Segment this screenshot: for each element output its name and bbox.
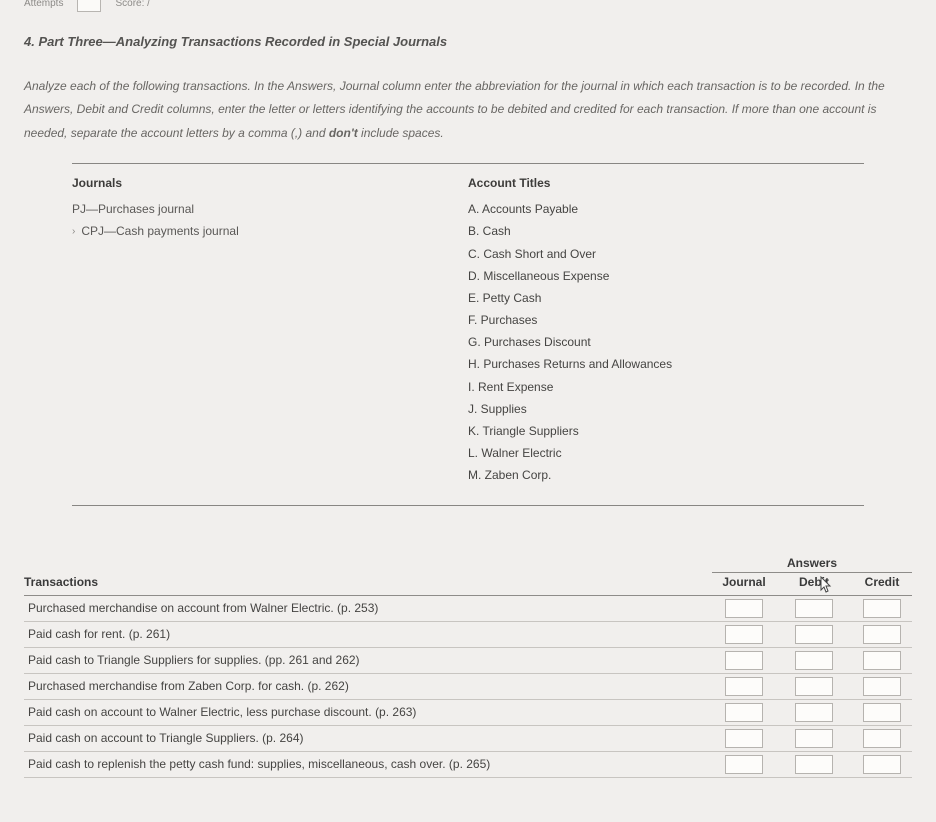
- caret-icon: ›: [72, 223, 75, 242]
- table-row: Paid cash to Triangle Suppliers for supp…: [24, 648, 912, 674]
- transaction-desc: Paid cash to replenish the petty cash fu…: [24, 757, 704, 771]
- journal-input[interactable]: [725, 729, 763, 748]
- account-item: K. Triangle Suppliers: [468, 420, 864, 442]
- attempts-box: [77, 0, 101, 12]
- table-row: Paid cash on account to Triangle Supplie…: [24, 726, 912, 752]
- table-row: Paid cash on account to Walner Electric,…: [24, 700, 912, 726]
- credit-input[interactable]: [863, 625, 901, 644]
- journal-input[interactable]: [725, 677, 763, 696]
- transaction-desc: Purchased merchandise on account from Wa…: [24, 601, 704, 615]
- account-item: H. Purchases Returns and Allowances: [468, 353, 864, 375]
- account-item: L. Walner Electric: [468, 442, 864, 464]
- journals-column: Journals PJ—Purchases journal ›CPJ—Cash …: [72, 176, 468, 486]
- col-transactions: Transactions: [24, 575, 704, 591]
- journal-item: PJ—Purchases journal: [72, 198, 468, 220]
- account-item: F. Purchases: [468, 309, 864, 331]
- journal-input[interactable]: [725, 651, 763, 670]
- debit-input[interactable]: [795, 755, 833, 774]
- credit-input[interactable]: [863, 599, 901, 618]
- debit-input[interactable]: [795, 625, 833, 644]
- answers-header-row: Transactions Journal Debit Credit: [24, 575, 912, 596]
- transaction-desc: Paid cash on account to Walner Electric,…: [24, 705, 704, 719]
- divider-bottom: [72, 505, 864, 506]
- transaction-desc: Paid cash on account to Triangle Supplie…: [24, 731, 704, 745]
- journal-input[interactable]: [725, 703, 763, 722]
- account-item: D. Miscellaneous Expense: [468, 265, 864, 287]
- accounts-column: Account Titles A. Accounts Payable B. Ca…: [468, 176, 864, 486]
- debit-input[interactable]: [795, 677, 833, 696]
- credit-input[interactable]: [863, 703, 901, 722]
- col-journal: Journal: [712, 575, 776, 591]
- journals-heading: Journals: [72, 176, 468, 190]
- key-block: Journals PJ—Purchases journal ›CPJ—Cash …: [72, 176, 864, 486]
- account-item: B. Cash: [468, 220, 864, 242]
- accounts-heading: Account Titles: [468, 176, 864, 190]
- instructions: Analyze each of the following transactio…: [24, 75, 912, 145]
- transaction-desc: Paid cash to Triangle Suppliers for supp…: [24, 653, 704, 667]
- credit-input[interactable]: [863, 651, 901, 670]
- journal-input[interactable]: [725, 599, 763, 618]
- table-row: Purchased merchandise on account from Wa…: [24, 596, 912, 622]
- table-row: Paid cash for rent. (p. 261): [24, 622, 912, 648]
- transaction-desc: Purchased merchandise from Zaben Corp. f…: [24, 679, 704, 693]
- debit-input[interactable]: [795, 599, 833, 618]
- journal-input[interactable]: [725, 755, 763, 774]
- answers-super-header: Answers: [712, 554, 912, 573]
- col-credit: Credit: [852, 575, 912, 591]
- credit-input[interactable]: [863, 729, 901, 748]
- account-item: I. Rent Expense: [468, 376, 864, 398]
- journal-input[interactable]: [725, 625, 763, 644]
- debit-input[interactable]: [795, 729, 833, 748]
- debit-input[interactable]: [795, 703, 833, 722]
- divider-top: [72, 163, 864, 164]
- account-item: M. Zaben Corp.: [468, 464, 864, 486]
- debit-input[interactable]: [795, 651, 833, 670]
- credit-input[interactable]: [863, 755, 901, 774]
- account-item: A. Accounts Payable: [468, 198, 864, 220]
- col-debit: Debit: [784, 575, 844, 591]
- account-item: J. Supplies: [468, 398, 864, 420]
- transactions-body: Purchased merchandise on account from Wa…: [24, 596, 912, 778]
- journal-item: ›CPJ—Cash payments journal: [72, 220, 468, 243]
- table-row: Purchased merchandise from Zaben Corp. f…: [24, 674, 912, 700]
- section-title: 4. Part Three—Analyzing Transactions Rec…: [24, 34, 912, 49]
- attempts-label: Attempts: [24, 0, 63, 9]
- account-item: C. Cash Short and Over: [468, 243, 864, 265]
- account-item: E. Petty Cash: [468, 287, 864, 309]
- top-faded-strip: Attempts Score: /: [24, 0, 150, 12]
- score-label: Score: /: [115, 0, 149, 9]
- table-row: Paid cash to replenish the petty cash fu…: [24, 752, 912, 778]
- transaction-desc: Paid cash for rent. (p. 261): [24, 627, 704, 641]
- credit-input[interactable]: [863, 677, 901, 696]
- answers-table: Answers Transactions Journal Debit Credi…: [24, 554, 912, 778]
- account-item: G. Purchases Discount: [468, 331, 864, 353]
